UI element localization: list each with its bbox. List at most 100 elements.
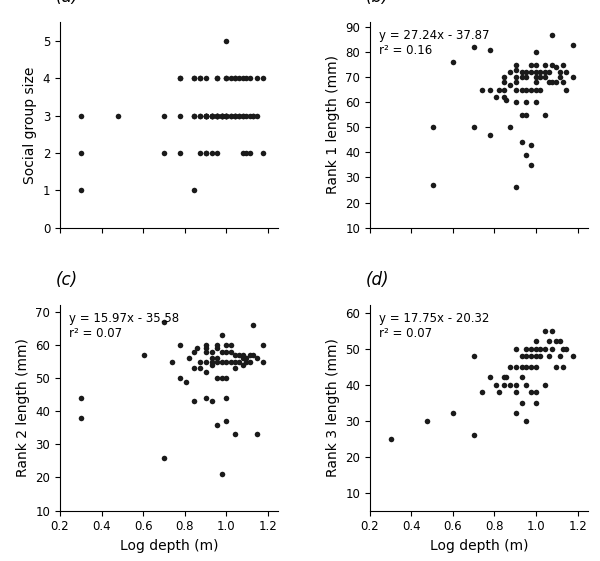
Point (201, 341, 211, 350)
Point (201, 367, 211, 376)
Point (201, 149, 211, 158)
Point (548, 61, 557, 70)
Point (245, 357, 255, 366)
Point (469, 43, 478, 52)
Point (544, 337, 553, 346)
Point (258, 341, 268, 350)
Point (226, 111, 235, 120)
Point (217, 111, 226, 120)
Point (248, 111, 258, 120)
Point (449, 58, 458, 67)
Point (536, 85, 545, 94)
Point (422, 416, 432, 425)
Point (469, 123, 478, 132)
Point (485, 131, 495, 140)
Point (159, 149, 169, 158)
Point (217, 111, 226, 120)
Point (212, 111, 221, 120)
Point (517, 68, 526, 77)
Point (234, 357, 244, 366)
Point (217, 374, 226, 383)
Point (502, 95, 511, 104)
Point (230, 430, 239, 439)
Point (555, 337, 565, 346)
Point (248, 351, 258, 360)
Point (494, 387, 503, 396)
Point (76, 111, 86, 120)
Point (221, 357, 231, 366)
Point (527, 387, 536, 396)
Point (517, 398, 526, 407)
Point (540, 73, 550, 82)
Point (505, 380, 515, 389)
Point (548, 326, 557, 335)
Point (531, 68, 541, 77)
Point (521, 85, 531, 94)
Point (521, 344, 531, 353)
Point (469, 351, 478, 360)
Point (196, 357, 205, 366)
Point (527, 351, 536, 360)
Point (175, 74, 185, 83)
Point (531, 61, 541, 70)
Point (238, 354, 247, 363)
Point (544, 351, 553, 360)
Point (248, 321, 258, 330)
Point (531, 73, 541, 82)
Point (175, 374, 185, 383)
Point (238, 361, 247, 370)
Point (499, 78, 509, 87)
Point (536, 351, 545, 360)
Point (521, 73, 531, 82)
Point (531, 362, 541, 371)
Y-axis label: Social group size: Social group size (23, 66, 37, 183)
Point (511, 409, 521, 418)
Point (230, 111, 239, 120)
Point (189, 186, 199, 195)
Point (562, 344, 571, 353)
Point (217, 111, 226, 120)
Point (252, 74, 262, 83)
Point (551, 362, 561, 371)
Point (113, 111, 122, 120)
Point (230, 74, 239, 83)
Point (511, 344, 521, 353)
Point (517, 362, 526, 371)
Point (527, 344, 536, 353)
Point (76, 149, 86, 158)
Point (221, 394, 231, 403)
Point (531, 85, 541, 94)
Point (517, 138, 526, 147)
Point (245, 74, 255, 83)
Point (527, 362, 536, 371)
Point (544, 78, 553, 87)
Point (221, 36, 231, 45)
Point (221, 111, 231, 120)
Point (184, 354, 194, 363)
Point (175, 341, 185, 350)
Point (221, 374, 231, 383)
Text: y = 27.24x - 37.87
r² = 0.16: y = 27.24x - 37.87 r² = 0.16 (379, 29, 489, 57)
Point (252, 430, 262, 439)
Point (201, 149, 211, 158)
Y-axis label: Rank 3 length (mm): Rank 3 length (mm) (326, 338, 340, 477)
Text: y = 15.97x - 35.58
r² = 0.07: y = 15.97x - 35.58 r² = 0.07 (69, 311, 179, 339)
Point (521, 362, 531, 371)
Point (234, 111, 244, 120)
Point (226, 341, 235, 350)
Point (212, 74, 221, 83)
Point (189, 74, 199, 83)
Point (139, 351, 148, 360)
Point (511, 73, 521, 82)
Point (491, 380, 500, 389)
Point (212, 341, 221, 350)
Point (192, 344, 202, 353)
X-axis label: Log depth (m): Log depth (m) (120, 539, 218, 553)
Point (242, 149, 251, 158)
Point (230, 74, 239, 83)
Point (242, 354, 251, 363)
Point (217, 331, 226, 340)
Point (189, 111, 199, 120)
Point (189, 364, 199, 373)
Point (568, 73, 577, 82)
